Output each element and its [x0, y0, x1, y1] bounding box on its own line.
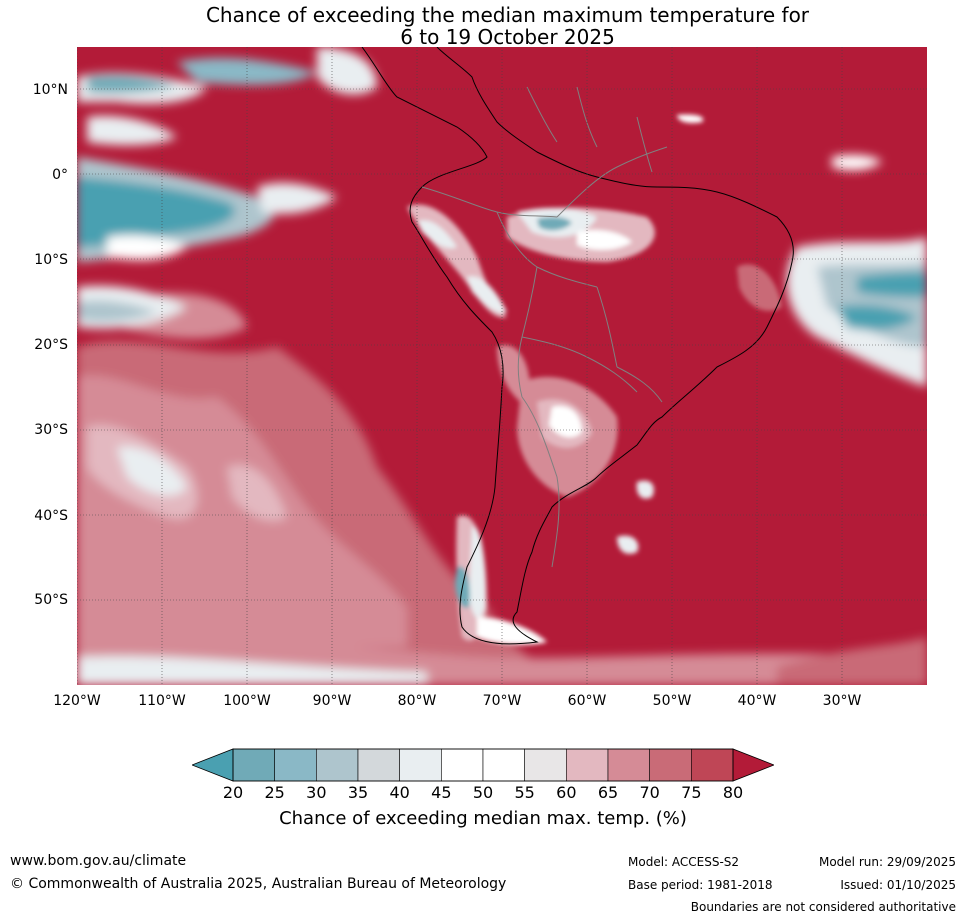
colorbar-tick-label: 45 — [431, 783, 452, 802]
website-text: www.bom.gov.au/climate — [10, 853, 187, 869]
issued-text: Issued: 01/10/2025 — [840, 878, 956, 892]
colorbar-tick-label: 60 — [556, 783, 577, 802]
lat-tick-40s: 40°S — [34, 508, 68, 524]
colorbar-tick-label: 55 — [514, 783, 535, 802]
colorbar-segment — [482, 748, 525, 782]
base-period-text: Base period: 1981-2018 — [628, 878, 773, 892]
lat-tick-30s: 30°S — [34, 422, 68, 438]
colorbar-high-arrow — [732, 748, 774, 782]
colorbar-segment — [441, 748, 484, 782]
colorbar-segment — [399, 748, 442, 782]
colorbar-segment — [357, 748, 400, 782]
colorbar-segment — [691, 748, 734, 782]
colorbar-segment — [274, 748, 317, 782]
anomaly-field-south — [77, 285, 927, 685]
colorbar-segment — [566, 748, 609, 782]
lat-tick-20s: 20°S — [34, 337, 68, 353]
colorbar-tick-label: 40 — [389, 783, 410, 802]
lat-tick-50s: 50°S — [34, 592, 68, 608]
colorbar-tick-label: 25 — [264, 783, 285, 802]
colorbar-outline — [232, 748, 734, 782]
colorbar-tick-label: 65 — [597, 783, 619, 802]
colorbar-segments — [232, 748, 734, 782]
colorbar-segment — [649, 748, 692, 782]
colorbar-tick-label: 35 — [347, 783, 369, 802]
colorbar-tick-label: 70 — [639, 783, 660, 802]
lon-tick-50w: 50°W — [652, 693, 692, 709]
graticule — [77, 47, 927, 685]
lon-tick-120w: 120°W — [53, 693, 101, 709]
lat-tick-0: 0° — [52, 167, 68, 183]
anomaly-field-atlantic — [786, 154, 927, 387]
lon-tick-40w: 40°W — [737, 693, 777, 709]
lon-tick-90w: 90°W — [312, 693, 352, 709]
copyright-text: © Commonwealth of Australia 2025, Austra… — [10, 876, 507, 892]
colorbar-tick-label: 80 — [722, 783, 744, 802]
map-title-line-1: Chance of exceeding the median maximum t… — [205, 3, 810, 27]
colorbar-label: Chance of exceeding median max. temp. (%… — [279, 808, 687, 829]
anomaly-field-pacific — [77, 47, 377, 262]
colorbar-segment — [232, 748, 275, 782]
lon-tick-80w: 80°W — [397, 693, 437, 709]
colorbar-segment — [607, 748, 650, 782]
colorbar-segment — [316, 748, 359, 782]
colorbar-tick-label: 50 — [472, 783, 494, 802]
model-run-text: Model run: 29/09/2025 — [818, 855, 956, 869]
lat-tick-10s: 10°S — [34, 252, 68, 268]
lon-tick-70w: 70°W — [482, 693, 522, 709]
colorbar-segment — [524, 748, 567, 782]
lon-tick-100w: 100°W — [223, 693, 271, 709]
lat-tick-10n: 10°N — [32, 82, 68, 98]
probability-map — [77, 47, 927, 685]
lon-tick-30w: 30°W — [822, 693, 862, 709]
model-text: Model: ACCESS-S2 — [628, 855, 740, 869]
colorbar — [192, 748, 774, 782]
map-title-line-2: 6 to 19 October 2025 — [400, 25, 615, 49]
lon-tick-60w: 60°W — [567, 693, 607, 709]
colorbar-tick-label: 20 — [222, 783, 244, 802]
lon-tick-110w: 110°W — [138, 693, 186, 709]
coastline — [361, 47, 794, 645]
disclaimer-text: Boundaries are not considered authoritat… — [690, 900, 956, 914]
map-title: Chance of exceeding the median maximum t… — [0, 4, 965, 48]
colorbar-low-arrow — [192, 748, 234, 782]
colorbar-tick-label: 75 — [681, 783, 702, 802]
anomaly-field-continent — [407, 114, 782, 645]
colorbar-tick-label: 30 — [306, 783, 327, 802]
map-canvas — [77, 47, 927, 685]
